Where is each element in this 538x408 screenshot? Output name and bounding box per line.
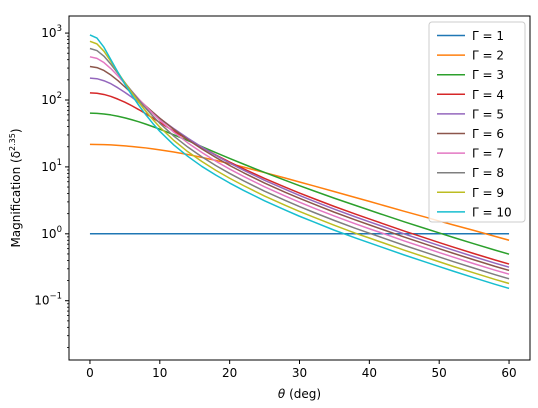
y-axis-label-exponent: 2.35	[8, 133, 17, 151]
y-axis-label-main: Magnification (δ	[9, 151, 23, 248]
y-tick-label: 101	[41, 158, 62, 174]
x-tick-label: 60	[501, 366, 516, 380]
legend-label-gamma-9: Γ = 9	[472, 186, 504, 200]
y-axis-label-close: )	[9, 128, 23, 133]
x-tick-label: 10	[152, 366, 167, 380]
y-tick-label: 103	[41, 24, 62, 40]
y-axis: 10−1 100 101 102 103	[34, 24, 69, 348]
legend-label-gamma-5: Γ = 5	[472, 107, 504, 121]
y-axis-label: Magnification (δ2.35)	[8, 128, 23, 247]
y-tick-label: 102	[41, 91, 62, 107]
legend-label-gamma-4: Γ = 4	[472, 88, 504, 102]
x-tick-label: 0	[86, 366, 94, 380]
x-tick-label: 20	[222, 366, 237, 380]
x-tick-label: 40	[362, 366, 377, 380]
legend-label-gamma-8: Γ = 8	[472, 166, 504, 180]
legend-label-gamma-6: Γ = 6	[472, 127, 504, 141]
series-layer	[89, 34, 510, 290]
series-line-gamma-4	[89, 92, 510, 265]
series-line-gamma-9	[89, 40, 510, 285]
x-axis-label: θ (deg)	[278, 387, 321, 401]
legend-label-gamma-7: Γ = 7	[472, 147, 504, 161]
legend-label-gamma-1: Γ = 1	[472, 29, 504, 43]
series-line-gamma-5	[89, 77, 510, 268]
y-tick-label: 100	[41, 225, 62, 241]
series-line-gamma-6	[89, 65, 510, 272]
series-line-gamma-10	[89, 34, 510, 290]
legend-label-gamma-2: Γ = 2	[472, 49, 504, 63]
x-axis: 0 10 20 30 40 50 60	[86, 360, 517, 380]
x-tick-label: 30	[292, 366, 307, 380]
x-tick-label: 50	[432, 366, 447, 380]
series-line-gamma-3	[89, 112, 510, 255]
y-tick-label: 10−1	[34, 292, 62, 308]
legend-label-gamma-10: Γ = 10	[472, 205, 512, 219]
x-axis-label-symbol: θ	[278, 387, 286, 401]
legend: Γ = 1 Γ = 2 Γ = 3 Γ = 4 Γ = 5 Γ = 6 Γ = 7 Γ = 8…	[428, 21, 526, 223]
x-axis-label-unit: (deg)	[285, 387, 321, 401]
legend-label-gamma-3: Γ = 3	[472, 68, 504, 82]
